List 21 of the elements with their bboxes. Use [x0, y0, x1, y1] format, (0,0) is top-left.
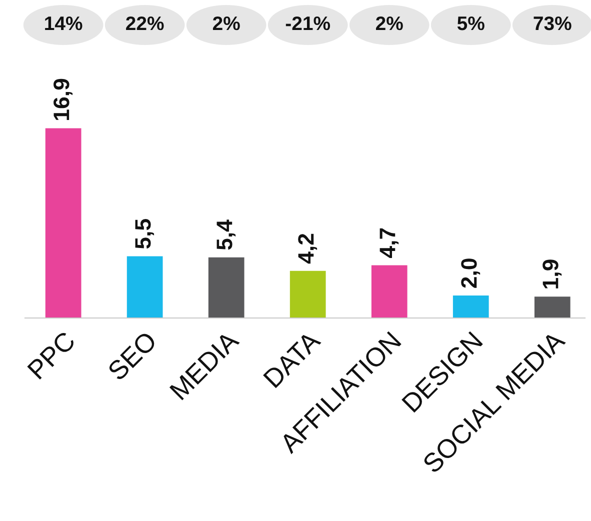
data-label: 5,5: [135, 219, 154, 249]
text: 5%: [457, 16, 484, 30]
data-label: 4,2: [298, 234, 318, 264]
bar: [452, 296, 489, 318]
data-label: 16,9: [54, 78, 72, 120]
data-label: 1,9: [542, 260, 562, 288]
data-label: 2,0: [461, 258, 480, 288]
text: 73%: [534, 16, 572, 30]
text: -21%: [286, 16, 330, 30]
text: 2%: [376, 16, 403, 30]
text: 22%: [126, 16, 164, 30]
bar: [208, 257, 244, 318]
bar: [126, 256, 163, 318]
text: 2%: [212, 16, 240, 30]
bar: [290, 270, 326, 318]
bar: [534, 296, 570, 318]
text: 14%: [45, 16, 82, 30]
bar: [45, 128, 82, 318]
data-label: 5,4: [216, 220, 236, 250]
bar: [371, 265, 408, 318]
data-label: 4,7: [380, 228, 399, 258]
